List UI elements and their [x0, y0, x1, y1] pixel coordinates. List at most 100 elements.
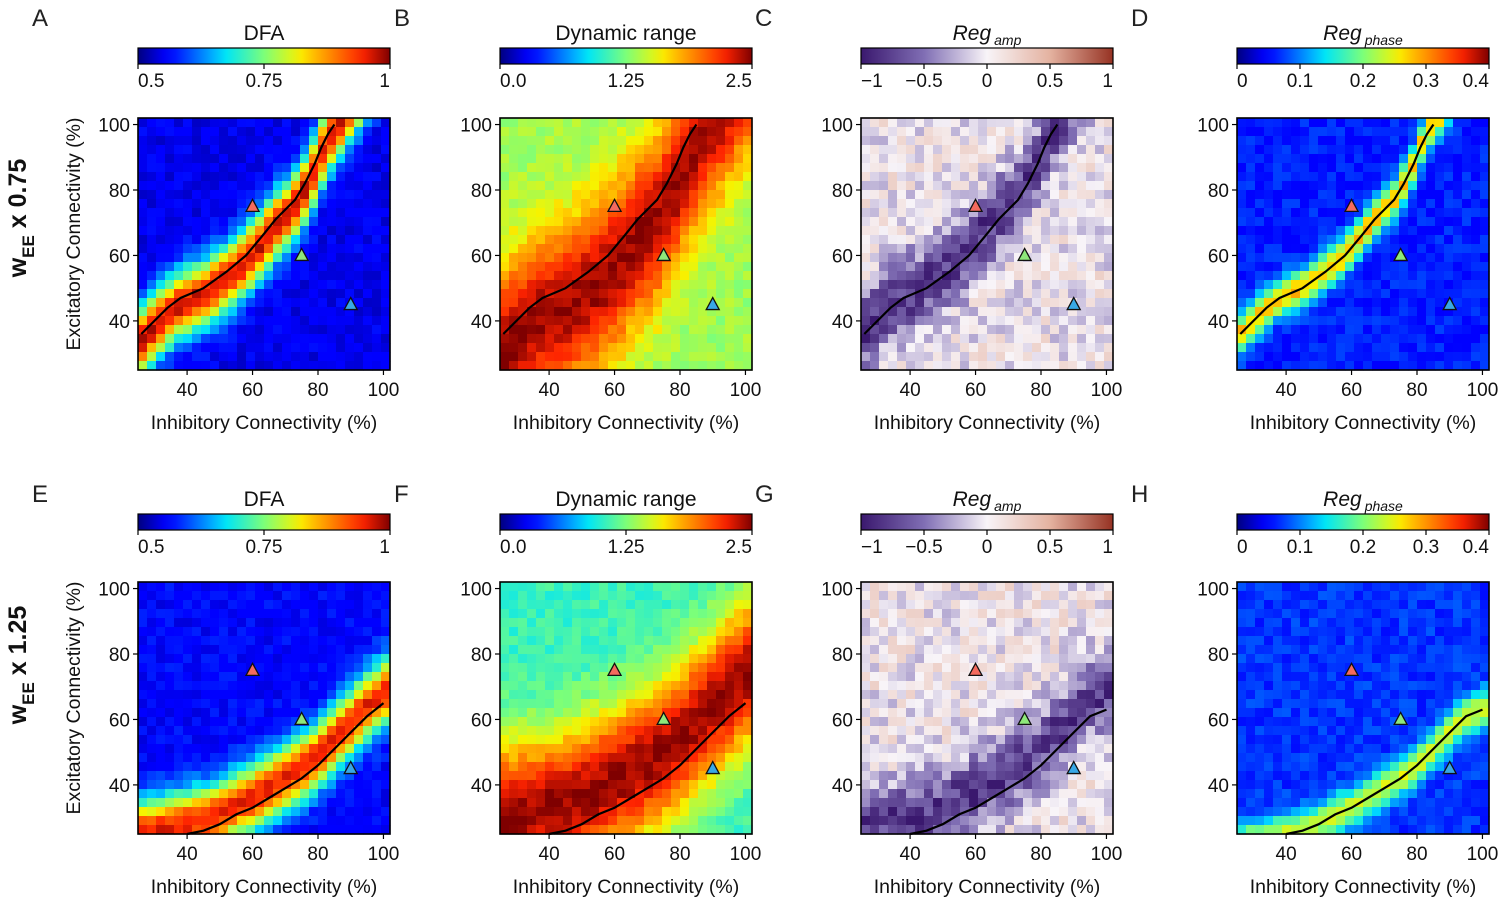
heatmap-cell — [273, 636, 283, 646]
heatmap-cell — [590, 663, 600, 673]
heatmap-cell — [264, 708, 274, 718]
heatmap-cell — [734, 316, 744, 326]
heatmap-cell — [1273, 307, 1283, 317]
heatmap-cell — [635, 735, 645, 745]
heatmap-cell — [707, 618, 717, 628]
heatmap-cell — [725, 744, 735, 754]
heatmap-cell — [960, 289, 970, 299]
heatmap-cell — [1399, 262, 1409, 272]
heatmap-cell — [861, 163, 871, 173]
heatmap-cell — [318, 780, 328, 790]
heatmap-cell — [336, 307, 346, 317]
heatmap-cell — [698, 199, 708, 209]
heatmap-cell — [1381, 172, 1391, 182]
heatmap-cell — [300, 280, 310, 290]
heatmap-cell — [174, 726, 184, 736]
heatmap-cell — [716, 343, 726, 353]
heatmap-cell — [545, 771, 555, 781]
colorbar — [1236, 47, 1490, 65]
heatmap-cell — [1417, 361, 1427, 371]
heatmap-cell — [861, 127, 871, 137]
heatmap-cell — [500, 690, 510, 700]
heatmap-cell — [1354, 145, 1364, 155]
heatmap-cell — [156, 735, 166, 745]
heatmap-cell — [255, 663, 265, 673]
heatmap-cell — [246, 654, 256, 664]
heatmap-cell — [635, 163, 645, 173]
heatmap-cell — [734, 744, 744, 754]
heatmap-cell — [381, 618, 391, 628]
heatmap-cell — [924, 235, 934, 245]
heatmap-cell — [879, 307, 889, 317]
heatmap-cell — [327, 163, 337, 173]
heatmap-cell — [192, 825, 202, 835]
heatmap-cell — [960, 181, 970, 191]
heatmap-cell — [545, 627, 555, 637]
heatmap-cell — [327, 780, 337, 790]
heatmap-cell — [291, 190, 301, 200]
heatmap-cell — [1480, 316, 1490, 326]
heatmap-cell — [527, 352, 537, 362]
heatmap-cell — [563, 735, 573, 745]
heatmap-cell — [951, 325, 961, 335]
heatmap-cell — [1068, 316, 1078, 326]
heatmap-cell — [951, 217, 961, 227]
heatmap-cell — [906, 163, 916, 173]
heatmap-cell — [689, 217, 699, 227]
heatmap-cell — [291, 154, 301, 164]
heatmap-cell — [147, 681, 157, 691]
heatmap-cell — [183, 352, 193, 362]
heatmap-cell — [1282, 307, 1292, 317]
heatmap-cell — [653, 172, 663, 182]
heatmap-cell — [734, 780, 744, 790]
heatmap-cell — [219, 316, 229, 326]
heatmap-cell — [716, 199, 726, 209]
heatmap-cell — [617, 753, 627, 763]
heatmap-cell — [219, 681, 229, 691]
heatmap-cell — [554, 690, 564, 700]
heatmap-cell — [942, 316, 952, 326]
heatmap-cell — [978, 253, 988, 263]
heatmap-cell — [156, 145, 166, 155]
heatmap-cell — [1417, 343, 1427, 353]
heatmap-cell — [300, 726, 310, 736]
heatmap-cell — [282, 672, 292, 682]
heatmap-cell — [1381, 325, 1391, 335]
heatmap-cell — [228, 208, 238, 218]
heatmap-cell — [1282, 352, 1292, 362]
heatmap-cell — [1023, 172, 1033, 182]
heatmap-cell — [318, 591, 328, 601]
heatmap-cell — [1345, 262, 1355, 272]
heatmap-cell — [219, 226, 229, 236]
heatmap-cell — [536, 280, 546, 290]
heatmap-cell — [372, 789, 382, 799]
heatmap-cell — [960, 316, 970, 326]
heatmap-cell — [1300, 181, 1310, 191]
heatmap-cell — [1354, 343, 1364, 353]
heatmap-cell — [1291, 262, 1301, 272]
heatmap-cell — [870, 780, 880, 790]
heatmap-cell — [354, 618, 364, 628]
heatmap-cell — [987, 298, 997, 308]
heatmap-cell — [201, 753, 211, 763]
heatmap-cell — [192, 253, 202, 263]
heatmap-cell — [309, 699, 319, 709]
heatmap-cell — [581, 825, 591, 835]
heatmap-cell — [716, 654, 726, 664]
heatmap-cell — [1381, 136, 1391, 146]
heatmap-cell — [1426, 343, 1436, 353]
heatmap-cell — [192, 235, 202, 245]
heatmap-cell — [644, 699, 654, 709]
heatmap-cell — [716, 627, 726, 637]
heatmap-cell — [527, 627, 537, 637]
heatmap-cell — [1300, 289, 1310, 299]
heatmap-cell — [563, 127, 573, 137]
heatmap-cell — [363, 199, 373, 209]
heatmap-cell — [536, 744, 546, 754]
heatmap-cell — [219, 127, 229, 137]
heatmap-cell — [644, 172, 654, 182]
heatmap-cell — [933, 208, 943, 218]
x-tick-label: 60 — [242, 380, 263, 401]
heatmap-cell — [327, 591, 337, 601]
heatmap-cell — [282, 690, 292, 700]
